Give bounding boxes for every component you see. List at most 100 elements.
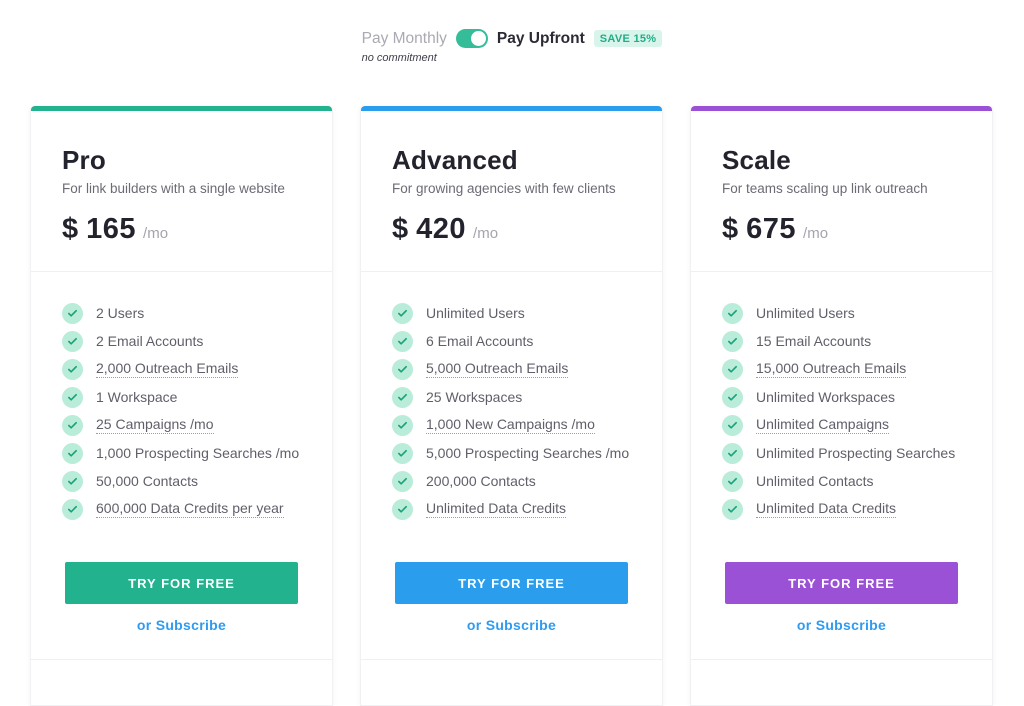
divider [691, 659, 992, 660]
feature-label: 200,000 Contacts [426, 472, 536, 489]
feature-label: 25 Workspaces [426, 388, 523, 405]
check-icon [722, 498, 743, 520]
feature-label[interactable]: 2,000 Outreach Emails [96, 360, 239, 378]
divider [31, 271, 332, 272]
check-icon [62, 358, 83, 380]
no-commitment-note: no commitment [361, 52, 437, 64]
plan-name: Scale [722, 145, 791, 175]
check-icon [722, 358, 743, 380]
feature-label: 5,000 Prospecting Searches /mo [426, 444, 630, 461]
plan-name: Pro [62, 145, 106, 175]
feature-item: Unlimited Contacts [722, 467, 962, 495]
price-row: $ 420 /mo [392, 213, 631, 246]
check-icon [392, 414, 413, 436]
price-amount: 675 [746, 213, 797, 245]
divider [31, 659, 332, 660]
feature-label[interactable]: 600,000 Data Credits per year [96, 500, 284, 518]
subscribe-link[interactable]: or Subscribe [136, 617, 227, 633]
check-icon [392, 442, 413, 464]
check-icon [62, 330, 83, 352]
check-icon [722, 330, 743, 352]
card-accent-bar [361, 106, 662, 111]
check-icon [722, 302, 743, 324]
feature-item: 6 Email Accounts [392, 327, 632, 355]
check-icon [392, 386, 413, 408]
feature-label[interactable]: 25 Campaigns /mo [96, 416, 214, 434]
feature-item: 5,000 Outreach Emails [392, 355, 632, 383]
feature-label: 6 Email Accounts [426, 332, 534, 349]
pricing-cards: Pro For link builders with a single webs… [30, 106, 993, 706]
divider [691, 271, 992, 272]
check-icon [62, 386, 83, 408]
save-badge: SAVE 15% [593, 30, 663, 47]
try-free-button[interactable]: TRY FOR FREE [725, 562, 958, 604]
check-icon [62, 470, 83, 492]
feature-label: Unlimited Prospecting Searches [756, 444, 956, 461]
price-currency: $ [392, 213, 409, 245]
card-accent-bar [31, 106, 332, 111]
price-currency: $ [722, 213, 739, 245]
feature-item: 25 Campaigns /mo [62, 411, 302, 439]
feature-item: 15,000 Outreach Emails [722, 355, 962, 383]
feature-label: 2 Email Accounts [96, 332, 204, 349]
pay-upfront-label[interactable]: Pay Upfront [496, 29, 585, 47]
check-icon [722, 386, 743, 408]
feature-label: 1,000 Prospecting Searches /mo [96, 444, 300, 461]
divider [361, 659, 662, 660]
feature-label[interactable]: 5,000 Outreach Emails [426, 360, 569, 378]
feature-item: Unlimited Data Credits [722, 495, 962, 523]
billing-section: Pay Monthly Pay Upfront SAVE 15% no comm… [362, 29, 663, 64]
feature-item: Unlimited Campaigns [722, 411, 962, 439]
feature-label[interactable]: Unlimited Campaigns [756, 416, 890, 434]
subscribe-link[interactable]: or Subscribe [796, 617, 887, 633]
check-icon [62, 442, 83, 464]
feature-item: 15 Email Accounts [722, 327, 962, 355]
plan-description: For link builders with a single website [62, 181, 285, 196]
feature-item: 1,000 Prospecting Searches /mo [62, 439, 302, 467]
divider [361, 271, 662, 272]
feature-item: 2,000 Outreach Emails [62, 355, 302, 383]
plan-card-advanced: Advanced For growing agencies with few c… [360, 106, 663, 706]
toggle-knob-icon [470, 31, 486, 46]
price-period: /mo [803, 225, 829, 242]
try-free-button[interactable]: TRY FOR FREE [65, 562, 298, 604]
feature-item: 5,000 Prospecting Searches /mo [392, 439, 632, 467]
card-accent-bar [691, 106, 992, 111]
price-row: $ 165 /mo [62, 213, 301, 246]
check-icon [722, 414, 743, 436]
price-currency: $ [62, 213, 79, 245]
feature-item: 1 Workspace [62, 383, 302, 411]
check-icon [62, 302, 83, 324]
try-free-button[interactable]: TRY FOR FREE [395, 562, 628, 604]
feature-item: Unlimited Users [722, 299, 962, 327]
feature-item: Unlimited Workspaces [722, 383, 962, 411]
price-period: /mo [473, 225, 499, 242]
feature-label[interactable]: Unlimited Data Credits [426, 500, 567, 518]
price-amount: 165 [86, 213, 137, 245]
feature-item: Unlimited Users [392, 299, 632, 327]
plan-card-scale: Scale For teams scaling up link outreach… [690, 106, 993, 706]
feature-item: 2 Email Accounts [62, 327, 302, 355]
feature-item: Unlimited Data Credits [392, 495, 632, 523]
check-icon [62, 498, 83, 520]
feature-label: Unlimited Workspaces [756, 388, 896, 405]
feature-item: Unlimited Prospecting Searches [722, 439, 962, 467]
check-icon [392, 498, 413, 520]
feature-label: 2 Users [96, 304, 145, 321]
subscribe-link[interactable]: or Subscribe [466, 617, 557, 633]
feature-item: 1,000 New Campaigns /mo [392, 411, 632, 439]
check-icon [722, 442, 743, 464]
feature-item: 25 Workspaces [392, 383, 632, 411]
billing-toggle-switch[interactable] [455, 29, 488, 48]
feature-label: Unlimited Users [426, 304, 525, 321]
feature-label: Unlimited Users [756, 304, 855, 321]
plan-description: For growing agencies with few clients [392, 181, 616, 196]
check-icon [722, 470, 743, 492]
price-row: $ 675 /mo [722, 213, 961, 246]
feature-list: Unlimited Users 15 Email Accounts 15,000 O… [691, 272, 992, 523]
feature-label[interactable]: Unlimited Data Credits [756, 500, 897, 518]
feature-label[interactable]: 1,000 New Campaigns /mo [426, 416, 595, 434]
price-period: /mo [143, 225, 169, 242]
pay-monthly-label[interactable]: Pay Monthly [361, 29, 447, 47]
feature-label[interactable]: 15,000 Outreach Emails [756, 360, 907, 378]
